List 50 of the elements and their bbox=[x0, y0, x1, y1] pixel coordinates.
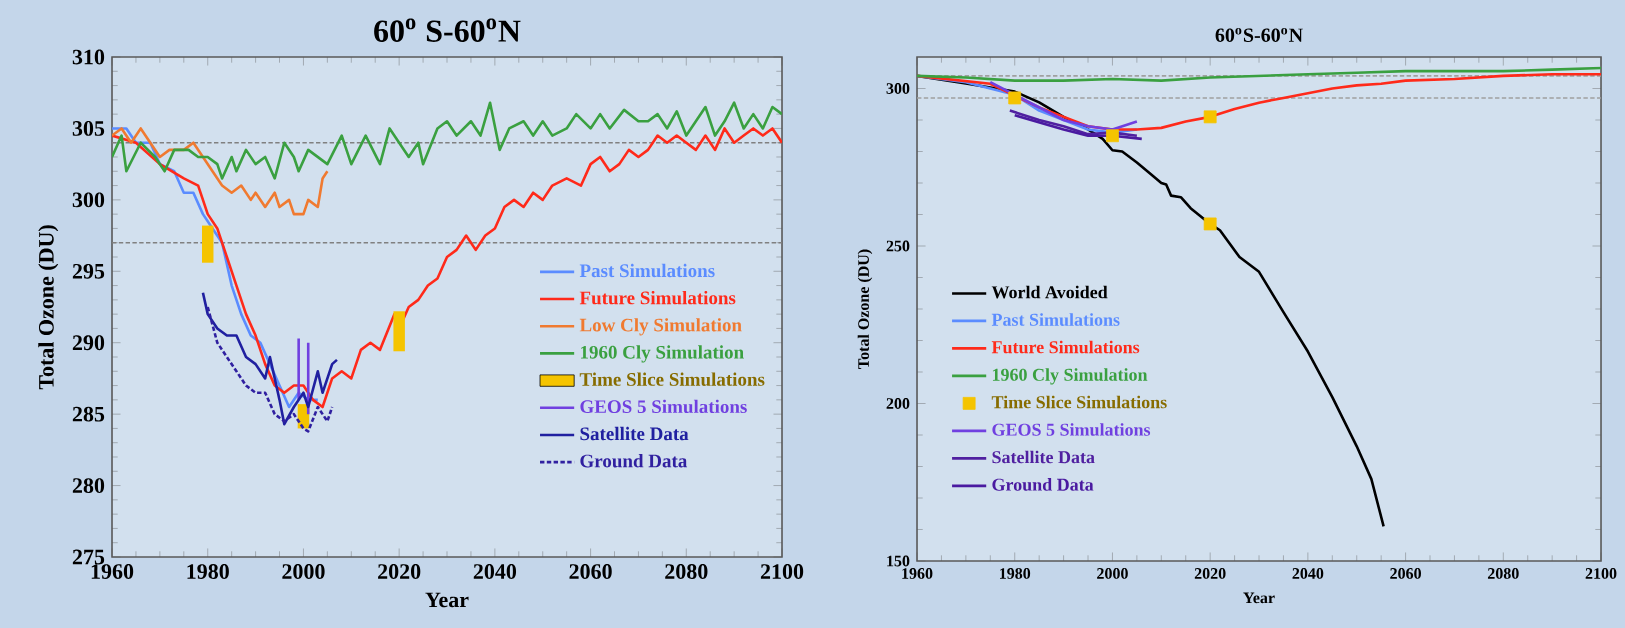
y-tick-label: 305 bbox=[72, 121, 105, 136]
x-tick-label: 2000 bbox=[282, 564, 325, 579]
x-tick-label: 2060 bbox=[569, 564, 612, 579]
legend-label: 1960 Cly Simulation bbox=[581, 345, 744, 363]
y-tick-label: 300 bbox=[886, 83, 910, 94]
x-tick-label: 1960 bbox=[91, 564, 134, 579]
legend-label: Future Simulations bbox=[579, 290, 736, 305]
legend-label: Low Cly Simulation bbox=[579, 318, 742, 336]
legend-label: Satellite Data bbox=[580, 426, 689, 441]
y-axis-title: Total Ozone (DU) bbox=[857, 249, 873, 369]
legend-label: Ground Data bbox=[992, 478, 1094, 491]
legend-label: 1960 Cly Simulation bbox=[992, 368, 1148, 385]
x-axis-title: Year bbox=[425, 592, 469, 608]
x-axis-title: Year bbox=[1243, 592, 1275, 604]
x-tick-label: 2020 bbox=[1194, 568, 1226, 579]
y-tick-label: 280 bbox=[72, 478, 105, 493]
legend-label: Satellite Data bbox=[992, 450, 1095, 464]
x-tick-label: 2080 bbox=[1487, 568, 1519, 579]
legend-label: Time Slice Simulations bbox=[579, 372, 765, 386]
legend-label: Future Simulations bbox=[991, 340, 1140, 354]
y-tick-label: 295 bbox=[72, 263, 105, 279]
x-tick-label: 2040 bbox=[1292, 568, 1324, 579]
legend-label: GEOS 5 Simulations bbox=[992, 423, 1151, 436]
x-tick-label: 2100 bbox=[1585, 568, 1617, 579]
legend-label: Ground Data bbox=[580, 454, 688, 468]
chart-title: 60$^{o}$ S-60$^{o}$N bbox=[374, 18, 521, 42]
y-tick-label: 275 bbox=[72, 549, 105, 565]
x-tick-label: 1960 bbox=[902, 568, 933, 579]
legend-label: GEOS 5 Simulations bbox=[580, 399, 747, 414]
x-tick-label: 2060 bbox=[1390, 568, 1421, 579]
x-tick-label: 2000 bbox=[1097, 568, 1128, 579]
legend-label: World Avoided bbox=[991, 285, 1108, 299]
x-tick-label: 1980 bbox=[187, 564, 229, 579]
y-tick-label: 200 bbox=[886, 398, 910, 409]
x-tick-label: 2040 bbox=[473, 564, 517, 579]
chart-title: 60$^{o}$S-60$^{o}$N bbox=[1215, 27, 1303, 42]
x-tick-label: 1980 bbox=[1000, 568, 1031, 579]
x-tick-label: 2080 bbox=[665, 564, 708, 579]
legend-label: Past Simulations bbox=[579, 263, 715, 278]
y-tick-label: 250 bbox=[886, 240, 910, 252]
y-tick-label: 150 bbox=[887, 555, 910, 567]
x-tick-label: 2020 bbox=[378, 564, 421, 579]
y-axis-title: Total Ozone (DU) bbox=[38, 225, 59, 390]
y-tick-label: 310 bbox=[72, 49, 105, 65]
x-tick-label: 2100 bbox=[760, 564, 804, 579]
legend-label: Past Simulations bbox=[991, 313, 1120, 326]
legend-label: Time Slice Simulations bbox=[991, 395, 1167, 409]
y-tick-label: 290 bbox=[72, 335, 105, 351]
y-tick-label: 285 bbox=[72, 406, 105, 422]
y-tick-label: 300 bbox=[72, 192, 105, 208]
